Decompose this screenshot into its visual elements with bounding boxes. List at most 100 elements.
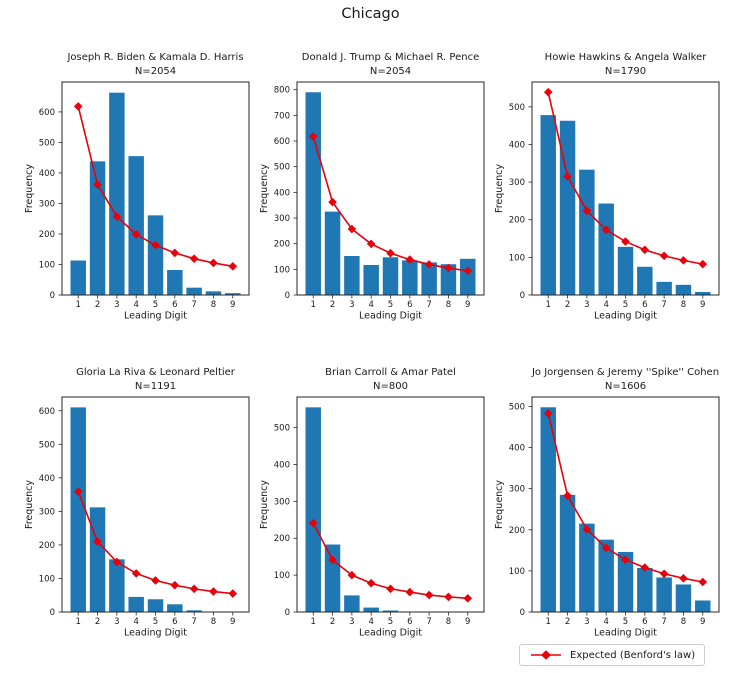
y-tick-label: 300	[509, 485, 525, 495]
bar-digit-2	[89, 161, 106, 295]
bar-digit-4	[363, 607, 379, 612]
x-tick-label: 2	[330, 300, 335, 310]
y-tick-label: 300	[39, 507, 55, 517]
x-tick-label: 4	[603, 300, 608, 310]
expected-marker-digit-8	[679, 573, 688, 583]
y-tick-label: 400	[509, 140, 525, 150]
y-axis-label: Frequency	[259, 480, 270, 529]
x-tick-label: 4	[603, 617, 608, 627]
x-tick-label: 4	[133, 617, 138, 627]
y-tick-label: 0	[520, 608, 525, 618]
x-tick-label: 9	[230, 617, 235, 627]
expected-marker-digit-3	[582, 206, 592, 216]
y-tick-label: 0	[50, 291, 55, 301]
y-tick-label: 500	[509, 402, 525, 412]
y-tick-label: 100	[509, 567, 525, 577]
axes-frame	[296, 81, 485, 296]
x-tick-label: 3	[584, 300, 589, 310]
x-tick-label: 9	[230, 300, 235, 310]
x-tick-label: 8	[681, 300, 686, 310]
x-tick-label: 3	[114, 300, 119, 310]
bars	[70, 407, 222, 612]
bar-digit-3	[109, 92, 125, 296]
x-tick-label: 6	[642, 617, 647, 627]
subplot-1: 0 100 200 300 400 500 600 1 2 3 4 5 6 7 8 9 Joseph R. Bi…	[24, 52, 250, 322]
y-ticks: 0 100 200 300 400 500 600	[39, 407, 62, 618]
y-tick-label: 400	[509, 444, 525, 454]
expected-marker-digit-8	[679, 256, 688, 265]
y-tick-label: 300	[509, 178, 525, 188]
x-ticks: 1 2 3 4 5 6 7 8 9	[311, 612, 470, 627]
expected-marker-digit-8	[209, 587, 218, 596]
y-tick-label: 200	[509, 526, 525, 536]
y-tick-label: 0	[285, 608, 290, 618]
x-tick-label: 2	[95, 617, 100, 627]
x-axis-label: Leading Digit	[359, 628, 422, 639]
y-tick-label: 500	[274, 163, 290, 173]
expected-marker-digit-5	[386, 584, 395, 594]
expected-marker-digit-6	[640, 245, 650, 255]
bars	[540, 115, 711, 296]
x-ticks: 1 2 3 4 5 6 7 8 9	[76, 612, 235, 627]
x-tick-label: 5	[388, 617, 393, 627]
bar-digit-5	[147, 215, 164, 295]
bar-digit-7	[421, 262, 437, 295]
expected-marker-digit-3	[347, 224, 357, 234]
expected-marker-digit-7	[189, 584, 199, 594]
subplot-n-label: N=2054	[370, 66, 411, 77]
subplot-title: Donald J. Trump & Michael R. Pence	[302, 52, 479, 63]
y-tick-label: 200	[39, 230, 55, 240]
bar-digit-2	[324, 544, 341, 612]
x-tick-label: 1	[546, 300, 551, 310]
x-tick-label: 8	[446, 300, 451, 310]
x-tick-label: 5	[623, 617, 628, 627]
x-tick-label: 8	[211, 300, 216, 310]
y-tick-label: 200	[509, 216, 525, 226]
bar-digit-8	[440, 264, 457, 295]
y-tick-label: 0	[520, 291, 525, 301]
bar-digit-7	[186, 610, 202, 612]
y-tick-label: 300	[274, 497, 290, 507]
y-tick-label: 100	[274, 265, 290, 275]
y-tick-label: 600	[274, 137, 290, 147]
bar-digit-4	[128, 156, 144, 295]
subplot-2: 0 100 200 300 400 500 600 700 800 1 2 3 4 5 6 7 8 9 Donald…	[259, 52, 485, 322]
y-ticks: 0 100 200 300 400 500	[509, 402, 532, 618]
legend: Expected (Benford's law)	[519, 644, 706, 666]
expected-marker-digit-1	[73, 487, 83, 496]
y-tick-label: 100	[274, 571, 290, 581]
expected-marker-digit-2	[328, 555, 337, 565]
y-ticks: 0 100 200 300 400 500 600	[39, 108, 62, 301]
expected-marker-digit-1	[73, 102, 83, 111]
expected-marker-digit-9	[698, 577, 708, 587]
bar-digit-7	[186, 287, 202, 295]
x-ticks: 1 2 3 4 5 6 7 8 9	[311, 295, 470, 310]
x-tick-label: 7	[191, 300, 196, 310]
y-ticks: 0 100 200 300 400 500	[274, 424, 297, 618]
legend-expected-label: Expected (Benford's law)	[570, 649, 696, 661]
expected-marker-digit-2	[328, 197, 337, 207]
bar-digit-1	[70, 260, 86, 295]
y-tick-label: 300	[274, 214, 290, 224]
subplot-n-label: N=1606	[605, 381, 646, 392]
y-tick-label: 300	[39, 199, 55, 209]
x-tick-label: 8	[211, 617, 216, 627]
x-tick-label: 7	[661, 617, 666, 627]
expected-marker-digit-6	[170, 580, 180, 590]
x-tick-label: 4	[133, 300, 138, 310]
x-tick-label: 7	[426, 617, 431, 627]
x-tick-label: 5	[153, 300, 158, 310]
bar-digit-1	[540, 115, 556, 295]
x-tick-label: 3	[584, 617, 589, 627]
x-axis-label: Leading Digit	[124, 628, 187, 639]
y-tick-label: 800	[274, 86, 290, 96]
y-tick-label: 700	[274, 111, 290, 121]
expected-marker-digit-9	[463, 266, 473, 276]
expected-marker-digit-4	[131, 229, 141, 239]
x-tick-label: 9	[700, 300, 705, 310]
expected-marker-digit-6	[405, 587, 415, 597]
bar-digit-4	[128, 596, 144, 612]
x-tick-label: 8	[681, 617, 686, 627]
x-tick-label: 5	[623, 300, 628, 310]
y-axis-label: Frequency	[24, 480, 35, 529]
